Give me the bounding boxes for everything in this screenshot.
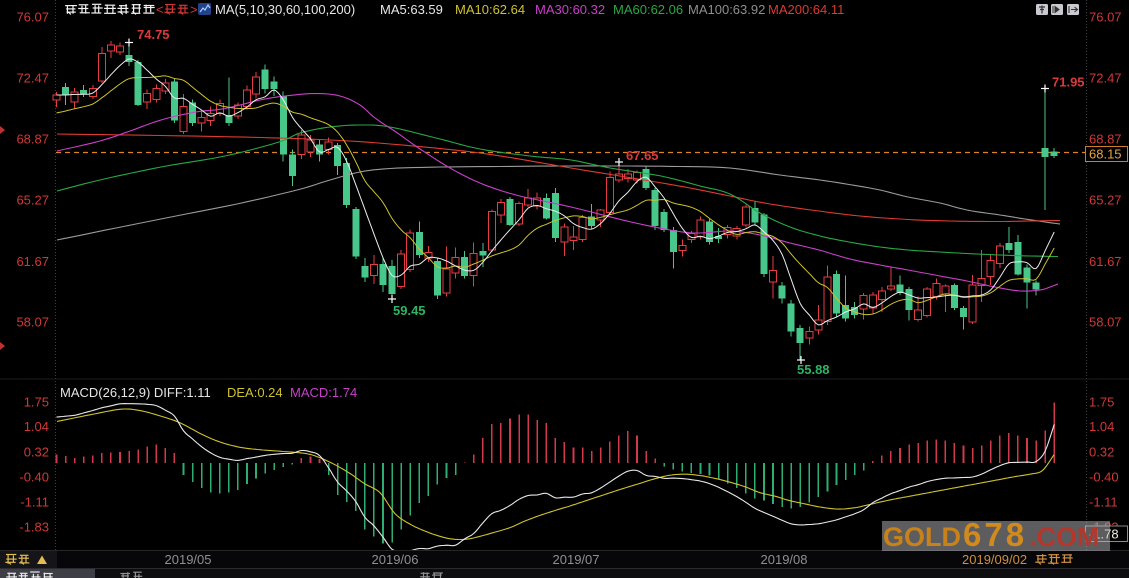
svg-text:<: < — [156, 2, 164, 17]
svg-text:74.75: 74.75 — [137, 27, 170, 42]
svg-text:0.32: 0.32 — [1089, 444, 1114, 459]
svg-text:MACD(26,12,9) DIFF:1.11: MACD(26,12,9) DIFF:1.11 — [60, 385, 211, 400]
svg-text:MA10:62.64: MA10:62.64 — [455, 2, 525, 17]
svg-text:58.07: 58.07 — [1089, 315, 1122, 330]
svg-text:55.88: 55.88 — [797, 362, 830, 377]
svg-text:68.87: 68.87 — [1089, 132, 1122, 147]
svg-text:1.04: 1.04 — [24, 419, 49, 434]
svg-text:MA60:62.06: MA60:62.06 — [613, 2, 683, 17]
svg-text:MA30:60.32: MA30:60.32 — [535, 2, 605, 17]
svg-text:58.07: 58.07 — [16, 315, 49, 330]
svg-text:2019/06: 2019/06 — [372, 552, 419, 567]
svg-text:61.67: 61.67 — [1089, 254, 1122, 269]
svg-text:67.65: 67.65 — [626, 148, 659, 163]
svg-text:MA5:63.59: MA5:63.59 — [380, 2, 443, 17]
svg-text:2019/08: 2019/08 — [761, 552, 808, 567]
svg-text:65.27: 65.27 — [16, 193, 49, 208]
svg-text:2019/07: 2019/07 — [553, 552, 600, 567]
svg-text:-1.83: -1.83 — [19, 519, 49, 534]
svg-text:1.75: 1.75 — [24, 394, 49, 409]
svg-text:MA100:63.92: MA100:63.92 — [688, 2, 765, 17]
svg-text:-0.40: -0.40 — [1089, 470, 1119, 485]
svg-text:678: 678 — [963, 516, 1027, 553]
svg-text:MA(5,10,30,60,100,200): MA(5,10,30,60,100,200) — [215, 2, 355, 17]
svg-text:GOLD: GOLD — [883, 522, 961, 552]
svg-text:59.45: 59.45 — [393, 303, 426, 318]
svg-text:-1.11: -1.11 — [1089, 494, 1118, 509]
svg-text:72.47: 72.47 — [16, 71, 49, 86]
svg-text:68.87: 68.87 — [16, 132, 49, 147]
svg-text:71.95: 71.95 — [1052, 75, 1085, 90]
svg-text:2019/05: 2019/05 — [165, 552, 212, 567]
svg-text:76.07: 76.07 — [1089, 10, 1122, 25]
svg-text:-1.11: -1.11 — [20, 494, 49, 509]
svg-text:72.47: 72.47 — [1089, 71, 1122, 86]
svg-text:MACD:1.74: MACD:1.74 — [290, 385, 357, 400]
svg-text:2019/09/02: 2019/09/02 — [962, 552, 1027, 567]
svg-text:76.07: 76.07 — [16, 10, 49, 25]
svg-text:61.67: 61.67 — [16, 254, 49, 269]
svg-text:>: > — [190, 2, 198, 17]
svg-text:1.04: 1.04 — [1089, 419, 1114, 434]
svg-text:65.27: 65.27 — [1089, 193, 1122, 208]
svg-text:1.75: 1.75 — [1089, 394, 1114, 409]
svg-text:-0.40: -0.40 — [19, 470, 49, 485]
svg-text:DEA:0.24: DEA:0.24 — [227, 385, 283, 400]
svg-text:0.32: 0.32 — [24, 444, 49, 459]
svg-text:.COM: .COM — [1029, 522, 1100, 552]
svg-text:MA200:64.11: MA200:64.11 — [768, 2, 844, 17]
svg-text:68.15: 68.15 — [1089, 147, 1122, 162]
